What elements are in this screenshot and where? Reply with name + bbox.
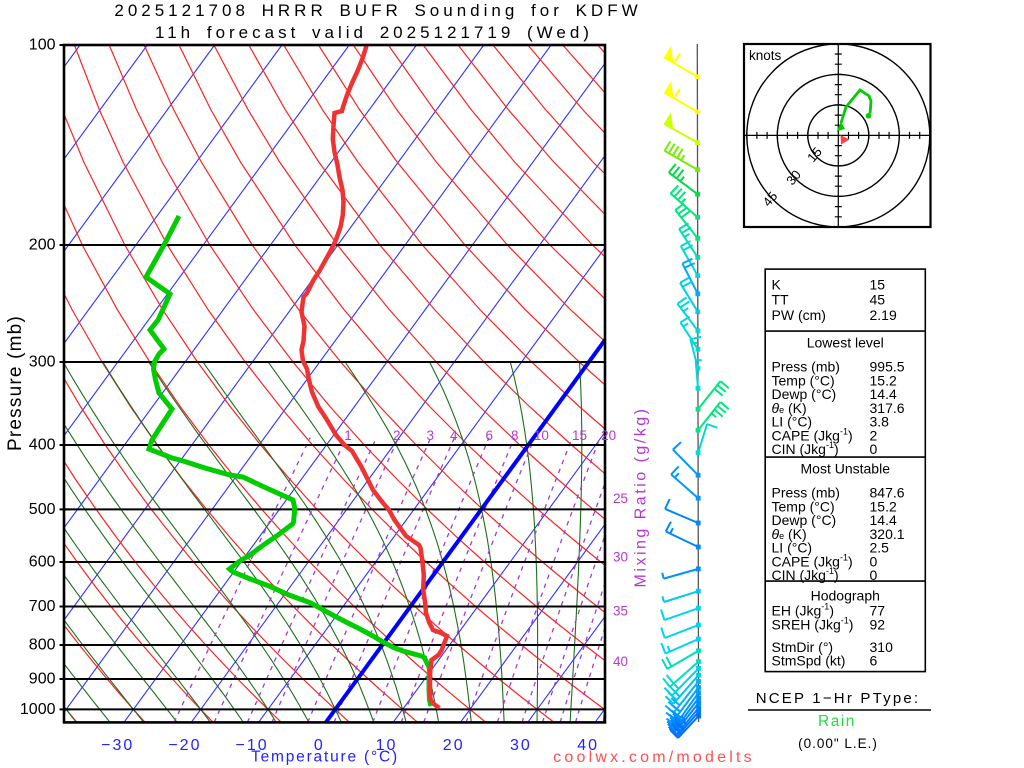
- svg-text:4: 4: [450, 428, 458, 443]
- svg-text:300: 300: [29, 354, 56, 371]
- svg-text:TT: TT: [772, 292, 790, 308]
- svg-text:15: 15: [572, 428, 587, 443]
- svg-text:StmDir (°): StmDir (°): [772, 639, 834, 655]
- svg-text:−20: −20: [168, 737, 201, 754]
- svg-text:92: 92: [870, 616, 886, 632]
- svg-text:coolwx.com/modelts: coolwx.com/modelts: [553, 749, 755, 766]
- svg-text:Dewp (°C): Dewp (°C): [772, 512, 837, 528]
- svg-text:θe (K): θe (K): [772, 400, 807, 416]
- svg-text:Press (mb): Press (mb): [772, 485, 840, 501]
- svg-text:Dewp (°C): Dewp (°C): [772, 386, 837, 402]
- svg-text:700: 700: [29, 598, 56, 615]
- svg-text:10: 10: [534, 428, 549, 443]
- svg-text:−10: −10: [236, 737, 269, 754]
- svg-text:600: 600: [29, 554, 56, 571]
- svg-text:310: 310: [870, 639, 894, 655]
- svg-text:2.5: 2.5: [870, 540, 890, 556]
- svg-text:0: 0: [870, 441, 878, 457]
- svg-text:Hodograph: Hodograph: [811, 587, 880, 603]
- svg-text:Most Unstable: Most Unstable: [801, 460, 891, 476]
- svg-text:0: 0: [870, 567, 878, 583]
- svg-text:20: 20: [443, 737, 465, 754]
- svg-text:11h forecast valid 2025121719: 11h forecast valid 2025121719 (Wed): [155, 23, 593, 42]
- svg-text:LI (°C): LI (°C): [772, 414, 813, 430]
- svg-text:0: 0: [314, 737, 325, 754]
- svg-text:317.6: 317.6: [870, 400, 905, 416]
- svg-text:40: 40: [613, 654, 628, 669]
- svg-text:15: 15: [870, 276, 886, 292]
- svg-text:CIN (Jkg-1): CIN (Jkg-1): [772, 440, 839, 457]
- svg-text:NCEP 1−Hr PType:: NCEP 1−Hr PType:: [756, 690, 921, 707]
- svg-text:25: 25: [613, 491, 628, 506]
- svg-text:40: 40: [577, 737, 599, 754]
- svg-text:3.8: 3.8: [870, 414, 890, 430]
- svg-text:3: 3: [426, 428, 434, 443]
- svg-text:14.4: 14.4: [870, 512, 897, 528]
- svg-text:StmSpd (kt): StmSpd (kt): [772, 653, 846, 669]
- svg-text:1: 1: [344, 428, 352, 443]
- svg-text:2025121708 HRRR BUFR Sounding: 2025121708 HRRR BUFR Sounding for KDFW: [114, 1, 641, 20]
- svg-text:1000: 1000: [20, 701, 56, 718]
- svg-text:30: 30: [613, 549, 628, 564]
- svg-text:Mixing Ratio (g/kg): Mixing Ratio (g/kg): [633, 407, 650, 588]
- svg-text:Temperature (°C): Temperature (°C): [251, 749, 399, 766]
- svg-text:θe (K): θe (K): [772, 526, 807, 542]
- svg-text:77: 77: [870, 603, 886, 619]
- svg-text:Press (mb): Press (mb): [772, 359, 840, 375]
- svg-text:14.4: 14.4: [870, 386, 897, 402]
- svg-text:900: 900: [29, 671, 56, 688]
- svg-text:320.1: 320.1: [870, 526, 905, 542]
- svg-text:(0.00" L.E.): (0.00" L.E.): [798, 736, 878, 751]
- svg-text:2: 2: [870, 427, 878, 443]
- svg-text:15.2: 15.2: [870, 372, 897, 388]
- svg-text:6: 6: [870, 653, 878, 669]
- svg-text:8: 8: [511, 428, 519, 443]
- svg-text:K: K: [772, 276, 782, 292]
- svg-text:800: 800: [29, 637, 56, 654]
- svg-text:15.2: 15.2: [870, 498, 897, 514]
- svg-text:200: 200: [29, 237, 56, 254]
- svg-text:35: 35: [613, 603, 628, 618]
- svg-text:PW (cm): PW (cm): [772, 307, 826, 323]
- svg-text:CAPE (Jkg-1): CAPE (Jkg-1): [772, 426, 853, 443]
- svg-text:LI (°C): LI (°C): [772, 540, 813, 556]
- svg-text:knots: knots: [749, 48, 782, 63]
- svg-text:100: 100: [29, 37, 56, 54]
- svg-text:45: 45: [870, 292, 886, 308]
- svg-text:995.5: 995.5: [870, 359, 905, 375]
- svg-text:Rain: Rain: [818, 713, 856, 730]
- svg-text:Temp (°C): Temp (°C): [772, 372, 835, 388]
- svg-text:EH (Jkg-1): EH (Jkg-1): [772, 602, 834, 619]
- svg-text:10: 10: [376, 737, 398, 754]
- svg-text:0: 0: [870, 553, 878, 569]
- svg-text:400: 400: [29, 437, 56, 454]
- svg-text:Lowest level: Lowest level: [807, 334, 884, 350]
- svg-text:Temp (°C): Temp (°C): [772, 498, 835, 514]
- svg-text:−30: −30: [101, 737, 134, 754]
- svg-text:30: 30: [510, 737, 532, 754]
- svg-text:2: 2: [393, 428, 401, 443]
- svg-text:Pressure (mb): Pressure (mb): [5, 315, 26, 451]
- svg-text:SREH (Jkg-1): SREH (Jkg-1): [772, 615, 854, 632]
- svg-text:2.19: 2.19: [870, 307, 897, 323]
- svg-text:500: 500: [29, 501, 56, 518]
- svg-text:6: 6: [486, 428, 494, 443]
- svg-text:CIN (Jkg-1): CIN (Jkg-1): [772, 566, 839, 583]
- svg-text:CAPE (Jkg-1): CAPE (Jkg-1): [772, 552, 853, 569]
- svg-text:847.6: 847.6: [870, 485, 905, 501]
- svg-text:20: 20: [601, 428, 616, 443]
